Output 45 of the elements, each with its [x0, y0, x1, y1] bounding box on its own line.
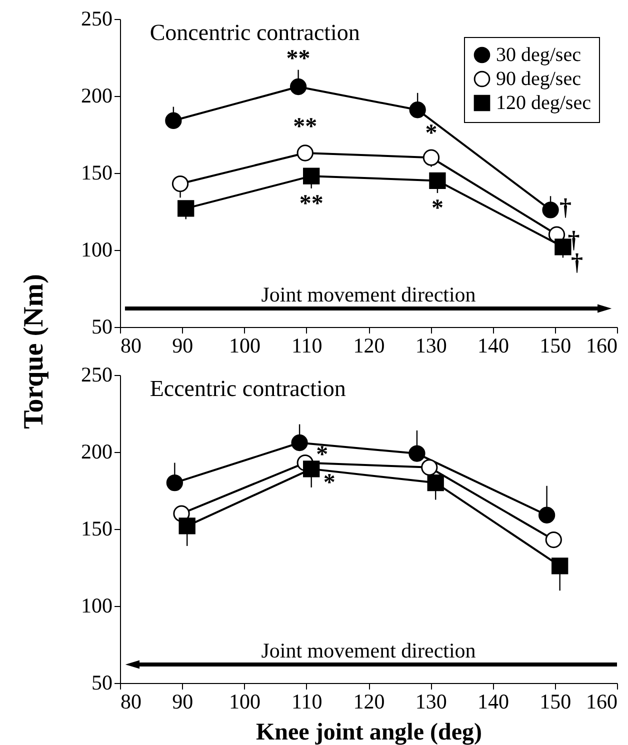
y-tick-label: 50 [92, 314, 112, 338]
x-tick-label: 150 [540, 690, 572, 714]
x-tick-label: 120 [353, 334, 385, 358]
y-tick-label: 50 [92, 670, 112, 694]
x-tick-label: 140 [478, 690, 509, 714]
legend-label: 30 deg/sec [496, 44, 582, 66]
annotation: * [316, 442, 328, 468]
x-tick-label: 90 [172, 690, 194, 714]
annotation: * [323, 470, 336, 496]
annotation: Joint movement direction [261, 638, 476, 662]
annotation: † [560, 194, 572, 221]
annotation: ** [299, 191, 324, 218]
annotation: Joint movement direction [261, 282, 476, 306]
y-tick-label: 150 [81, 160, 112, 184]
x-tick-label: 80 [120, 334, 142, 358]
x-tick-label: 130 [415, 334, 447, 358]
x-tick-label: 120 [353, 690, 385, 714]
x-tick-label: 100 [229, 690, 260, 714]
x-tick-label: 160 [586, 334, 618, 358]
annotation: * [425, 120, 438, 147]
y-tick-label: 150 [81, 516, 112, 540]
x-tick-label: 130 [415, 690, 447, 714]
x-tick-label: 80 [120, 690, 142, 714]
x-tick-label: 100 [229, 334, 260, 358]
x-tick-label: 110 [292, 334, 322, 358]
y-tick-label: 250 [81, 6, 112, 30]
x-axis-title: Knee joint angle (deg) [256, 720, 482, 745]
annotation: ** [293, 114, 318, 140]
y-tick-label: 200 [81, 440, 112, 464]
y-tick-label: 200 [81, 84, 112, 108]
y-axis-title: Torque (Nm) [18, 274, 50, 429]
chart-title: Concentric contraction [150, 20, 360, 46]
legend-label: 90 deg/sec [496, 68, 582, 90]
x-tick-label: 150 [540, 334, 572, 358]
annotation: ** [286, 46, 310, 72]
y-tick-label: 100 [81, 594, 112, 618]
y-tick-label: 100 [81, 238, 112, 262]
annotation: * [431, 196, 444, 222]
x-tick-label: 110 [292, 690, 322, 714]
legend-label: 120 deg/sec [496, 92, 592, 114]
y-tick-label: 250 [81, 362, 112, 386]
chart-title: Eccentric contraction [150, 376, 346, 402]
x-tick-label: 90 [172, 334, 194, 358]
x-tick-label: 160 [586, 690, 618, 714]
x-tick-label: 140 [478, 334, 509, 358]
